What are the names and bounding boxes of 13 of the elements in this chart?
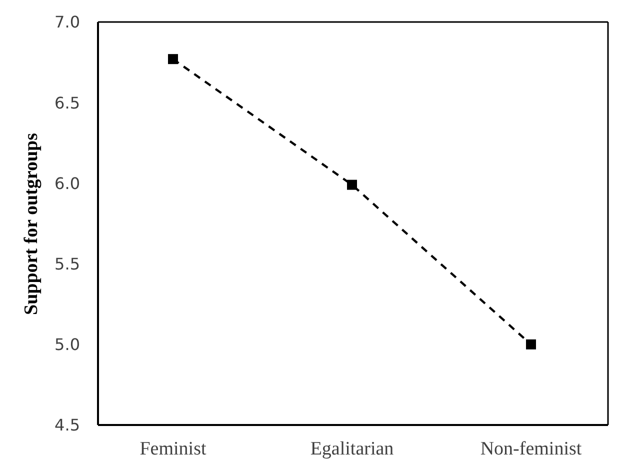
- y-tick-label: 5.0: [54, 335, 80, 354]
- y-tick-label: 4.5: [54, 416, 80, 435]
- y-tick-label: 6.5: [54, 93, 80, 112]
- y-tick-label: 5.5: [54, 254, 80, 274]
- y-tick-label: 6.0: [54, 174, 80, 193]
- x-tick-label: Non-feminist: [480, 438, 582, 460]
- y-tick-label: 7.0: [54, 12, 80, 32]
- x-tick-label: Feminist: [140, 438, 207, 460]
- point: [168, 54, 178, 64]
- point: [347, 180, 357, 190]
- point: [526, 339, 536, 350]
- x-tick-label: Egalitarian: [310, 438, 394, 460]
- y-axis-title: Support for outgroups: [21, 132, 43, 314]
